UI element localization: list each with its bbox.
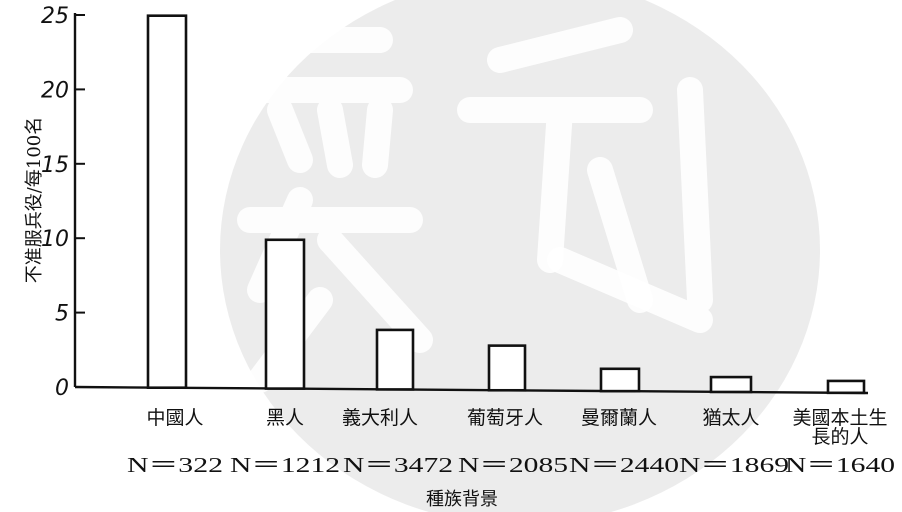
sample-size-label: N＝1640 bbox=[785, 453, 895, 477]
sample-size-label: N＝322 bbox=[127, 453, 223, 477]
sample-size-labels: N＝322 N＝1212 N＝3472 N＝2085 N＝2440 N＝1869N＝164… bbox=[127, 453, 895, 477]
y-tick-label: 0 bbox=[55, 376, 69, 401]
y-tick-label: 25 bbox=[41, 4, 69, 29]
category-label: 黑人 bbox=[266, 407, 304, 429]
y-ticks: 0 5 10 15 20 25 bbox=[41, 4, 85, 401]
category-label: 中國人 bbox=[146, 407, 203, 429]
y-tick-label: 10 bbox=[41, 227, 69, 252]
sample-size-label: N＝2440 bbox=[569, 453, 679, 477]
sample-size-label: N＝2085 bbox=[458, 453, 568, 477]
bar bbox=[375, 328, 415, 391]
bars bbox=[146, 14, 866, 395]
y-axis-title: 不准服兵役/每100名 bbox=[24, 117, 45, 283]
sample-size-label: N＝1212 bbox=[230, 453, 340, 477]
category-label: 葡萄牙人 bbox=[467, 407, 543, 429]
category-labels: 中國人 黑人 義大利人 葡萄牙人 曼爾蘭人 猶太人 美國本土生長的人 bbox=[146, 407, 887, 448]
watermark-seal bbox=[220, 0, 820, 512]
sample-size-label: N＝1869 bbox=[679, 453, 789, 477]
bar bbox=[826, 379, 866, 395]
category-label: 猶太人 bbox=[702, 407, 759, 429]
sample-size-label: N＝3472 bbox=[343, 453, 453, 477]
category-label: 美國本土生長的人 bbox=[792, 407, 887, 448]
x-axis-title: 種族背景 bbox=[426, 489, 498, 510]
y-tick-label: 15 bbox=[41, 153, 69, 178]
category-label: 義大利人 bbox=[342, 407, 418, 429]
bar bbox=[146, 14, 188, 389]
category-label: 曼爾蘭人 bbox=[581, 407, 657, 429]
y-tick-label: 20 bbox=[41, 78, 69, 103]
bar bbox=[487, 344, 527, 392]
bar bbox=[264, 238, 306, 390]
bar bbox=[599, 367, 641, 393]
bar bbox=[709, 375, 753, 394]
y-tick-label: 5 bbox=[55, 302, 69, 327]
